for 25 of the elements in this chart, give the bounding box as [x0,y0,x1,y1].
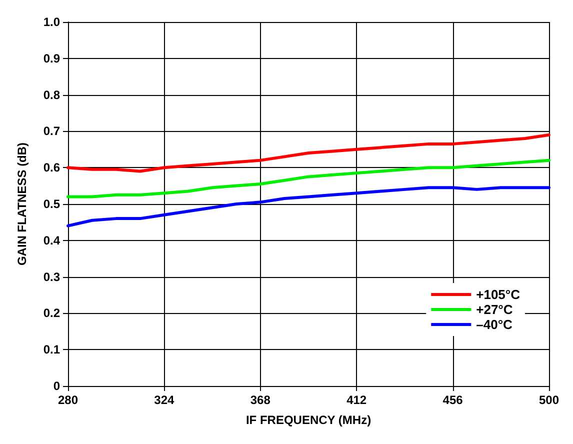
line-series [66,158,550,198]
y-tick-label: 0.8 [43,88,60,102]
legend-label: –40°C [476,317,514,332]
x-tick-label: 500 [538,393,560,407]
line-series [66,186,550,228]
y-tick-label: 0.6 [43,160,60,175]
x-tick-label: 456 [442,393,464,407]
y-tick-label: 0.4 [43,233,60,248]
x-axis-title: IF FREQUENCY (MHz) [246,413,372,427]
y-tick-label: 0.1 [43,342,60,357]
legend-label: +27°C [476,302,514,317]
y-axis-title: GAIN FLATNESS (dB) [15,142,29,266]
y-tick-label: 0.7 [43,124,60,138]
x-tick-label: 280 [58,393,78,407]
y-tick-label: 0.5 [43,197,60,211]
x-tick-label: 412 [346,393,367,407]
y-tick-label: 0 [53,379,60,393]
line-series [66,133,550,173]
y-tick-label: 0.9 [43,51,60,66]
y-tick-label: 0.2 [43,306,60,320]
y-tick-label: 0.3 [43,270,60,284]
x-tick-label: 368 [250,393,271,407]
x-tick-label: 324 [154,393,175,407]
legend-label: +105°C [476,287,521,302]
y-tick-label: 1.0 [43,15,60,29]
